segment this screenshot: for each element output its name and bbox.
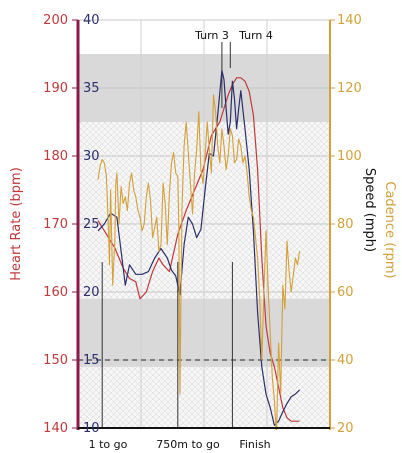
hr-tick-label: 180 [43,149,68,164]
x-annotation-label: 1 to go [89,438,128,451]
cadence-tick-label: 40 [337,353,354,368]
cadence-tick-label: 100 [337,149,362,164]
hr-tick-label: 170 [43,217,68,232]
series-line-speed [97,69,301,426]
grid-lines [78,19,330,429]
hr-tick-label: 140 [43,421,68,436]
cadence-tick-label: 80 [337,217,354,232]
turn-annotation-label: Turn 3 [194,29,229,42]
hr-tick-label: 200 [43,13,68,28]
cadence-tick-label: 120 [337,81,362,96]
hr-tick-label: 190 [43,81,68,96]
x-annotation-label: 750m to go [156,438,220,451]
speed-tick-label: 15 [83,353,100,368]
speed-tick-label: 35 [83,81,100,96]
cadence-tick-label: 20 [337,421,354,436]
speed-tick-label: 40 [83,13,100,28]
x-annotation-label: Finish [239,438,270,451]
series-lines [97,69,301,430]
turn-annotation-label: Turn 4 [238,29,273,42]
cadence-tick-label: 60 [337,285,354,300]
hr-tick-label: 160 [43,285,68,300]
speed-axis-title: Speed (mph) [362,168,377,252]
cadence-axis-title: Cadence (rpm) [382,181,397,278]
axes [72,19,335,430]
series-line-cadence [97,94,301,430]
speed-tick-label: 30 [83,149,100,164]
cadence-tick-label: 140 [337,13,362,28]
hr-tick-label: 150 [43,353,68,368]
heart-rate-axis-title: Heart Rate (bpm) [9,167,24,281]
chart-labels: 200 190 180 170 160 150 140 40 35 30 25 20 15 10 140 12… [9,13,397,451]
series-line-heart_rate [97,77,300,422]
speed-tick-label: 10 [83,421,100,436]
speed-tick-label: 20 [83,285,100,300]
speed-tick-label: 25 [83,217,100,232]
